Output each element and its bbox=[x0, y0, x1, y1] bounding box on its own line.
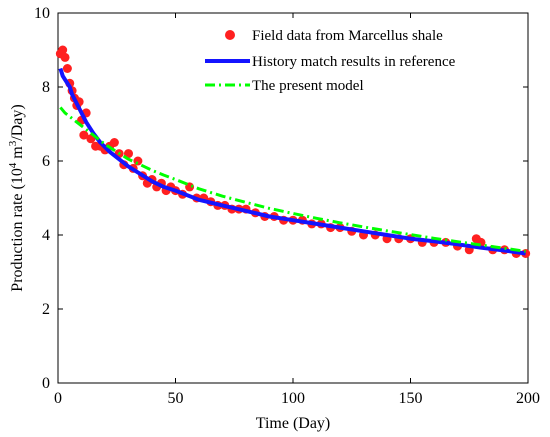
y-axis: 0 2 4 6 8 10 bbox=[34, 5, 528, 392]
legend-label-field-data: Field data from Marcellus shale bbox=[252, 28, 443, 44]
data-point bbox=[60, 52, 70, 62]
series-line-history-match bbox=[58, 67, 526, 256]
data-point bbox=[62, 64, 72, 73]
x-axis-label: Time (Day) bbox=[256, 415, 331, 432]
legend-label-present-model: The present model bbox=[252, 78, 364, 94]
data-point bbox=[58, 45, 68, 55]
plot-area bbox=[57, 12, 529, 384]
x-tick-label: 100 bbox=[281, 390, 305, 407]
x-tick-label: 200 bbox=[516, 390, 540, 407]
data-point bbox=[124, 149, 133, 159]
legend-marker-field-data bbox=[225, 30, 235, 40]
legend-label-history-match: History match results in reference bbox=[252, 54, 456, 70]
y-tick-label: 2 bbox=[42, 301, 50, 318]
series-line-present-model bbox=[59, 106, 526, 253]
series-layer bbox=[55, 45, 531, 258]
x-tick-label: 0 bbox=[54, 390, 62, 407]
data-point bbox=[109, 138, 119, 147]
x-tick-label: 150 bbox=[399, 390, 423, 407]
data-point bbox=[79, 130, 89, 140]
y-tick-label: 6 bbox=[42, 153, 50, 170]
y-axis-label: Production rate (104 m3/Day) bbox=[7, 104, 26, 291]
y-tick-label: 4 bbox=[42, 227, 50, 244]
y-tick-label: 10 bbox=[34, 5, 50, 22]
x-tick-label: 50 bbox=[168, 390, 184, 407]
data-point bbox=[133, 156, 143, 166]
x-axis: 0 50 100 150 200 bbox=[54, 13, 540, 407]
y-tick-label: 0 bbox=[42, 375, 50, 392]
y-tick-label: 8 bbox=[42, 79, 50, 96]
legend: Field data from Marcellus shale History … bbox=[205, 28, 456, 94]
